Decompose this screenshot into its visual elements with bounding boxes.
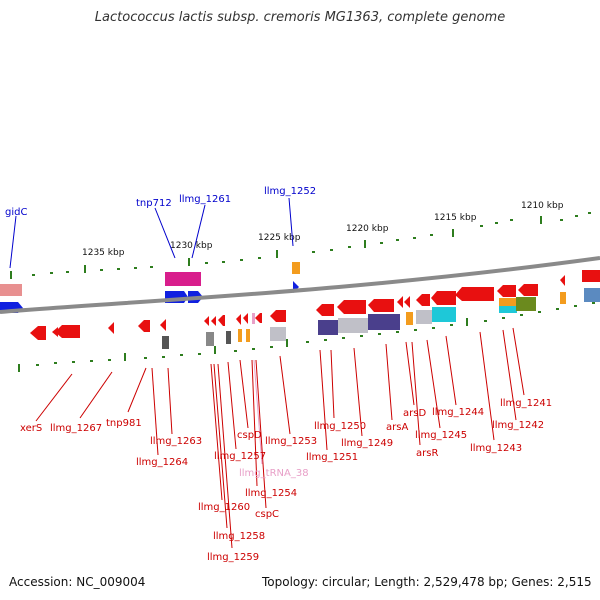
reverse-leader-lines (35, 327, 525, 549)
gene-band-navy-1[interactable] (318, 320, 338, 335)
gene-label[interactable]: cspD (237, 430, 262, 441)
gene-tnp981[interactable] (108, 322, 114, 334)
genome-title: Lactococcus lactis subsp. cremoris MG136… (94, 10, 506, 25)
gene-label[interactable]: llmg_1252 (264, 186, 316, 197)
gene-label[interactable]: llmg_1250 (314, 421, 366, 432)
gene-label[interactable]: llmg_1244 (432, 407, 484, 418)
inner-scale-dots (18, 302, 595, 372)
gene-label[interactable]: llmg_1259 (207, 552, 259, 563)
gene-llmg_1245[interactable] (416, 294, 430, 306)
gene-tnp712[interactable] (165, 272, 201, 286)
gene-label[interactable]: llmg_1263 (150, 436, 202, 447)
gene-right-red[interactable] (582, 270, 600, 282)
gene-label[interactable]: llmg_1253 (265, 436, 317, 447)
scale-label: 1225 kbp (258, 233, 301, 243)
gene-cspD-b[interactable] (243, 313, 248, 324)
gene-llmg_1258-grey[interactable] (206, 332, 214, 346)
outer-scale-dots (32, 212, 591, 276)
gene-label[interactable]: llmg_1243 (470, 443, 522, 454)
gene-label[interactable]: arsR (416, 448, 438, 459)
gene-band-cyan[interactable] (432, 307, 456, 322)
gene-label[interactable]: llmg_1245 (415, 430, 467, 441)
gene-llmg_1257[interactable] (226, 331, 231, 344)
gene-llmg_1259[interactable] (218, 315, 225, 326)
scale-label: 1220 kbp (346, 224, 389, 234)
gene-orange-b[interactable] (246, 329, 250, 342)
gene-xerS[interactable] (30, 326, 46, 340)
gene-label[interactable]: llmg_1267 (50, 423, 102, 434)
gene-llmg_1260[interactable] (204, 316, 209, 326)
scale-labels: 1235 kbp 1230 kbp 1225 kbp 1220 kbp 1215… (82, 201, 564, 258)
scale-label: 1210 kbp (521, 201, 564, 211)
gene-label[interactable]: arsA (386, 422, 408, 433)
gene-label[interactable]: llmg_1249 (341, 438, 393, 449)
gene-llmg_1258[interactable] (211, 316, 216, 326)
gene-band-grey-1[interactable] (338, 318, 368, 333)
gene-llmg_1253[interactable] (270, 327, 286, 341)
gene-llmg_1264[interactable] (162, 336, 169, 349)
forward-leader-lines (9, 197, 294, 269)
gene-label[interactable]: llmg_1258 (213, 531, 265, 542)
gene-llmg_1267b[interactable] (52, 327, 58, 337)
gene-label[interactable]: llmg_1260 (198, 502, 250, 513)
accession-label: Accession: NC_009004 (9, 575, 146, 589)
gene-llmg_1243[interactable] (455, 287, 494, 301)
gene-llmg_1241[interactable] (518, 284, 538, 296)
gene-cspD[interactable] (236, 314, 241, 325)
genome-backbone (0, 256, 600, 314)
gene-llmg_1249[interactable] (337, 300, 366, 314)
outer-scale-major-ticks (10, 216, 542, 279)
reverse-labels: xerS llmg_1267 tnp981 llmg_1263 llmg_126… (20, 398, 552, 563)
gene-label[interactable]: llmg_1264 (136, 457, 188, 468)
gene-band-orange[interactable] (406, 312, 413, 325)
gene-llmg_1242[interactable] (497, 285, 516, 297)
gene-llmg_1250[interactable] (316, 304, 334, 316)
gene-right-blue[interactable] (584, 288, 600, 302)
gene-right-red-arrow[interactable] (560, 275, 565, 286)
gene-label[interactable]: llmg_1241 (500, 398, 552, 409)
forward-labels: gidC tnp712 llmg_1261 llmg_1252 (5, 186, 316, 218)
topology-label: Topology: circular; Length: 2,529,478 bp… (262, 575, 592, 589)
gene-label[interactable]: llmg_1261 (179, 194, 231, 205)
gene-label[interactable]: arsD (403, 408, 426, 419)
gene-llmg_1267[interactable] (55, 325, 80, 338)
gene-llmg_1254[interactable] (255, 313, 262, 323)
gene-llmg_1244[interactable] (431, 291, 456, 305)
gene-arsA-b[interactable] (397, 296, 403, 308)
gene-band-olive[interactable] (516, 297, 536, 311)
gene-label[interactable]: gidC (5, 207, 27, 218)
gene-label[interactable]: tnp712 (136, 198, 172, 209)
gene-tRNA[interactable] (252, 313, 255, 324)
gene-label[interactable]: llmg_1251 (306, 452, 358, 463)
trna-leader-line (253, 359, 263, 465)
gene-label[interactable]: tnp981 (106, 418, 142, 429)
scale-label: 1235 kbp (82, 248, 125, 258)
gene-arsD[interactable] (404, 296, 410, 308)
reverse-features (30, 284, 566, 349)
gene-band-navy-2[interactable] (368, 314, 400, 330)
gene-band-orange-3[interactable] (560, 292, 566, 304)
gene-llmg_1253-arrow[interactable] (270, 310, 286, 322)
gene-band-grey-2[interactable] (416, 310, 432, 324)
gene-label[interactable]: cspC (255, 509, 279, 520)
gene-label[interactable]: llmg_1242 (492, 420, 544, 431)
gene-gidC[interactable] (0, 284, 22, 296)
gene-label[interactable]: xerS (20, 423, 42, 434)
gene-label[interactable]: llmg_1254 (245, 488, 297, 499)
gene-orange-a[interactable] (238, 329, 242, 342)
gene-llmg_1263[interactable] (138, 320, 150, 332)
gene-llmg_1252-orange[interactable] (292, 262, 300, 274)
gene-arsA[interactable] (368, 299, 394, 312)
gene-band-cyan-2[interactable] (499, 306, 517, 313)
gene-label[interactable]: llmg_tRNA_38 (239, 468, 309, 479)
scale-label: 1215 kbp (434, 213, 477, 223)
gene-llmg_1263b[interactable] (160, 319, 166, 331)
scale-label: 1230 kbp (170, 241, 213, 251)
gene-label[interactable]: llmg_1257 (214, 451, 266, 462)
gene-band-orange-2[interactable] (499, 298, 517, 306)
